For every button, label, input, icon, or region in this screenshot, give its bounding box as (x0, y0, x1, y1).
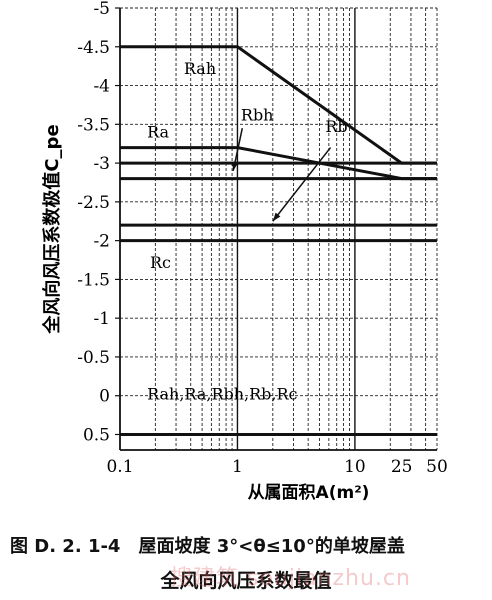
y-tick-label: 0.5 (83, 425, 110, 445)
annotation-label-rah: Rah (184, 59, 216, 78)
watermark: 搜建筑 soujianzhu.cn (170, 566, 411, 591)
x-tick-label: 25 (391, 457, 413, 477)
annotation-label-ra: Ra (147, 122, 169, 141)
x-tick-label: 50 (426, 457, 448, 477)
x-tick-label: 1 (232, 457, 243, 477)
arrow-rb (272, 147, 332, 222)
annotation-labels: Rah Ra Rbh Rb Rc Rah,Ra,Rbh,Rb,Rc (147, 59, 348, 404)
annotation-label-rb: Rb (325, 117, 347, 136)
annotation-label-rahrarbhrbrc: Rah,Ra,Rbh,Rb,Rc (147, 385, 297, 404)
y-tick-label: -4 (93, 77, 110, 97)
y-tick-label: -1.5 (77, 270, 110, 290)
series-lines (120, 45, 437, 436)
y-tick-label: -5 (93, 0, 110, 19)
y-tick-label: -3.5 (77, 115, 110, 135)
y-tick-label: -2 (93, 232, 110, 252)
y-tick-label: -2.5 (77, 193, 110, 213)
x-axis-title: 从属面积A(m²) (248, 483, 370, 503)
y-tick-label: 0 (99, 387, 110, 407)
series-line-rah (120, 45, 437, 165)
y-tick-label: -4.5 (77, 38, 110, 58)
arrow-rb-head (272, 212, 281, 222)
annotation-label-rbh: Rbh (241, 105, 274, 124)
y-axis-title: 全风向风压系数极值C_pe (41, 124, 63, 334)
axes: -5 -4.5 -4 -3.5 -3 -2.5 -2 -1.5 -1 -0.5 0 0.5 0.1 1 10… (41, 0, 448, 503)
figure-caption-line1: 图 D. 2. 1-4 屋面坡度 3°<θ≤10°的单坡屋盖 (10, 536, 405, 557)
annotation-label-rc: Rc (150, 253, 171, 272)
x-tick-label: 0.1 (106, 457, 133, 477)
y-tick-label: -3 (93, 154, 110, 174)
x-tick-label: 10 (344, 457, 366, 477)
annotation-arrows (231, 128, 332, 222)
y-tick-label: -1 (93, 309, 110, 329)
y-tick-label: -0.5 (77, 348, 110, 368)
figure-caption-line2: 全风向风压系数最值 (160, 570, 332, 592)
arrow-rbh-head (231, 161, 238, 171)
